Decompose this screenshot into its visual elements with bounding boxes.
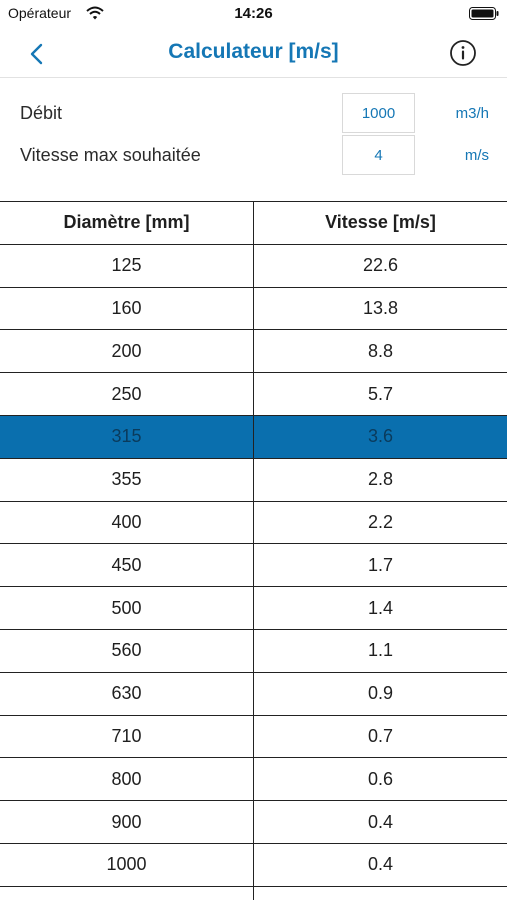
vitesse-cell: 8.8 — [367, 340, 394, 361]
diametre-cell: 800 — [0, 758, 254, 801]
table-body: 125 22.6 160 13.8 200 8.8 250 5.7 315 3.6 355 2.8 40… — [0, 244, 507, 900]
diametre-cell: 355 — [0, 458, 254, 501]
vitesse-max-label: Vitesse max souhaitée — [20, 145, 201, 165]
table-row[interactable]: 125 22.6 — [0, 244, 507, 288]
diametre-cell: 1000 — [0, 843, 254, 886]
vitesse-cell — [254, 887, 507, 900]
table-row[interactable]: 450 1.7 — [0, 544, 507, 588]
page-title: Calculateur [m/s] — [168, 40, 339, 63]
status-time: 14:26 — [234, 5, 273, 22]
diametre-cell: 125 — [0, 244, 254, 287]
vitesse-cell: 0.7 — [367, 725, 394, 746]
vitesse-cell: 1.1 — [367, 640, 394, 661]
vitesse-cell: 1.7 — [367, 554, 394, 575]
diametre-cell: 710 — [0, 715, 254, 758]
diametre-cell: 450 — [0, 544, 254, 587]
table-row[interactable]: 800 0.6 — [0, 758, 507, 802]
diametre-cell: 160 — [0, 287, 254, 330]
table-row[interactable]: 500 1.4 — [0, 587, 507, 630]
table-row[interactable]: 710 0.7 — [0, 715, 507, 759]
header-diametre: Diamètre [mm] — [0, 202, 254, 244]
vitesse-max-row: Vitesse max souhaitée m/s — [0, 134, 507, 176]
diametre-cell: 400 — [0, 501, 254, 544]
diametre-cell: 630 — [0, 672, 254, 715]
debit-unit: m3/h — [455, 105, 489, 122]
wifi-icon — [86, 6, 104, 20]
vitesse-cell: 2.8 — [367, 469, 394, 490]
table-row[interactable]: 1000 0.4 — [0, 843, 507, 887]
navigation-bar: Calculateur [m/s] — [0, 28, 507, 78]
vitesse-cell: 1.4 — [367, 597, 394, 618]
vitesse-cell: 3.6 — [367, 426, 394, 447]
diametre-cell: 200 — [0, 330, 254, 373]
vitesse-max-unit: m/s — [464, 147, 489, 164]
carrier-name: Opérateur — [8, 5, 72, 21]
diametre-cell: 560 — [0, 629, 254, 672]
vitesse-cell: 2.2 — [367, 511, 394, 532]
vitesse-max-input[interactable] — [342, 135, 415, 175]
table-row[interactable]: 315 3.6 — [0, 415, 507, 459]
diametre-cell: 900 — [0, 801, 254, 843]
header-vitesse: Vitesse [m/s] — [325, 212, 436, 233]
table-row[interactable]: 900 0.4 — [0, 801, 507, 844]
table-row[interactable]: 560 1.1 — [0, 629, 507, 673]
info-icon[interactable] — [449, 39, 477, 67]
vitesse-cell: 0.4 — [367, 811, 394, 832]
table-header-row: Diamètre [mm] Vitesse [m/s] — [0, 202, 507, 245]
debit-input[interactable] — [342, 93, 415, 133]
debit-label: Débit — [20, 103, 63, 123]
debit-row: Débit m3/h — [0, 92, 507, 134]
table-row[interactable]: 160 13.8 — [0, 287, 507, 331]
results-table: Diamètre [mm] Vitesse [m/s] 125 22.6 160 13… — [0, 201, 507, 900]
diametre-cell: 315 — [0, 415, 254, 458]
vitesse-cell: 13.8 — [362, 297, 399, 318]
vitesse-cell: 22.6 — [362, 255, 399, 276]
status-bar: Opérateur 14:26 — [0, 0, 507, 28]
table-row[interactable]: 200 8.8 — [0, 330, 507, 374]
table-row[interactable]: 630 0.9 — [0, 672, 507, 716]
table-row[interactable] — [0, 886, 507, 900]
chevron-left-icon[interactable] — [22, 40, 52, 68]
vitesse-cell: 0.9 — [367, 683, 394, 704]
diametre-cell: 250 — [0, 373, 254, 415]
vitesse-cell: 5.7 — [367, 383, 394, 404]
battery-icon — [469, 7, 499, 20]
table-row[interactable]: 355 2.8 — [0, 458, 507, 502]
vitesse-cell: 0.4 — [367, 854, 394, 875]
table-row[interactable]: 400 2.2 — [0, 501, 507, 545]
diametre-cell — [0, 886, 254, 900]
vitesse-cell: 0.6 — [367, 768, 394, 789]
diametre-cell: 500 — [0, 587, 254, 629]
table-row[interactable]: 250 5.7 — [0, 373, 507, 416]
